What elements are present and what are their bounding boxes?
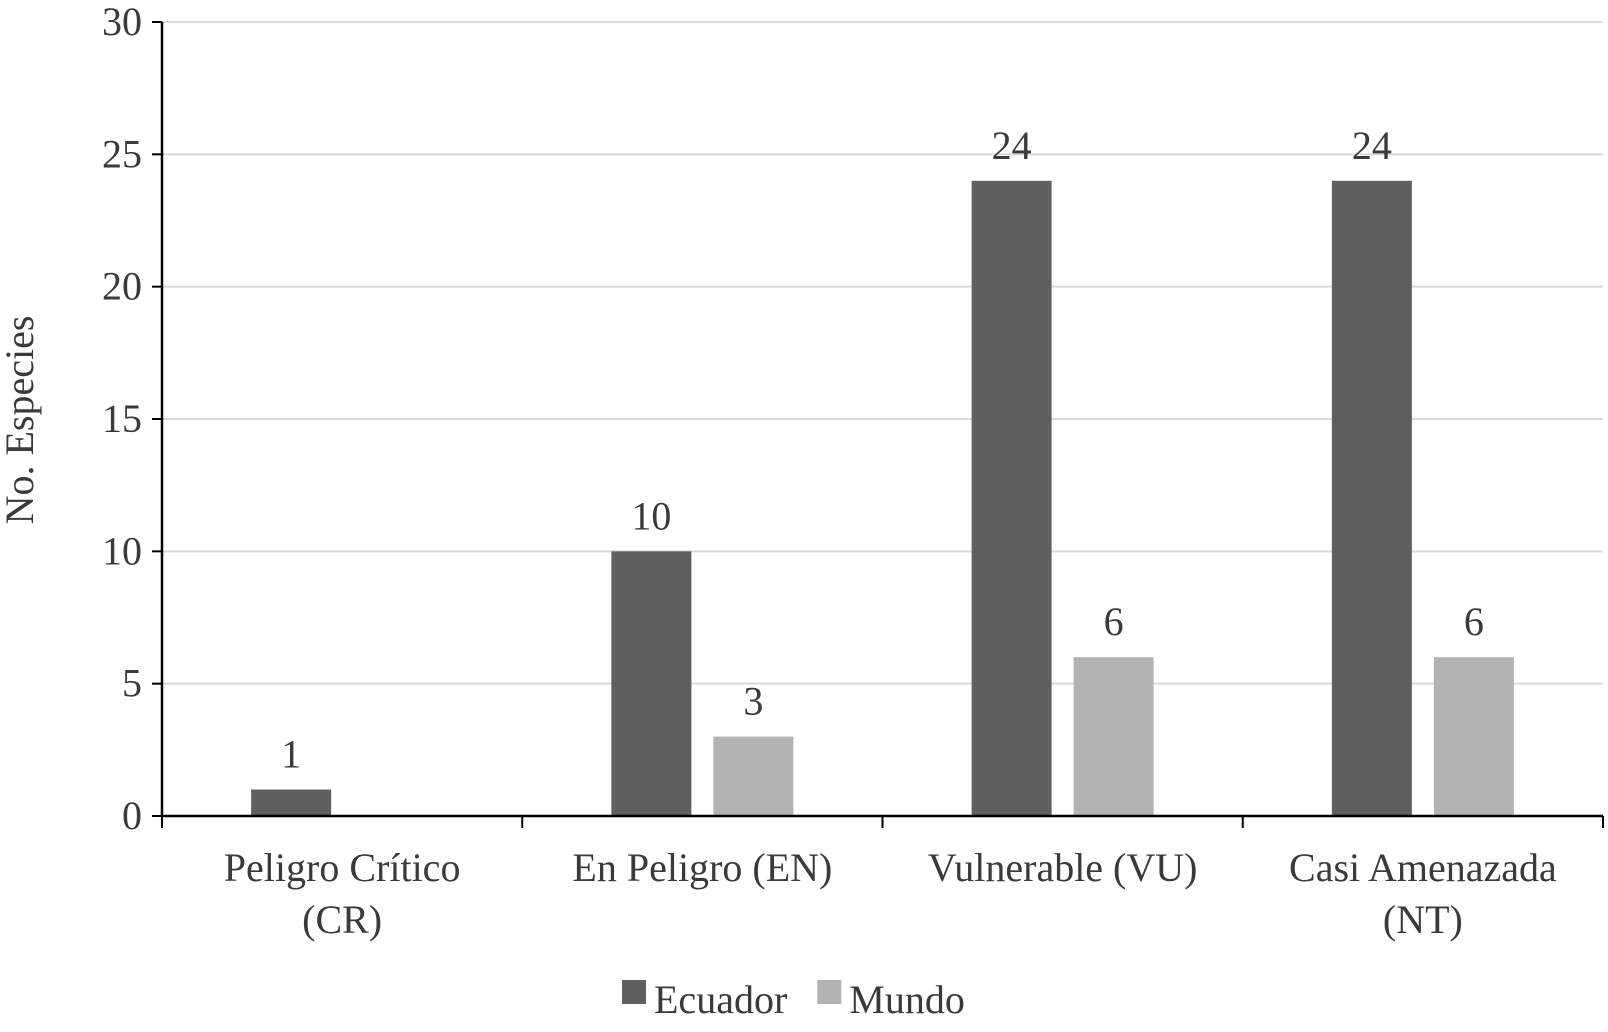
bar-ecuador bbox=[1331, 180, 1412, 817]
legend: Ecuador Mundo bbox=[622, 977, 965, 1022]
labels: 0 5 10 15 20 25 30 1 Peligro Crítico (CR) 10 3 En Pe… bbox=[102, 0, 1557, 942]
legend-label-mundo: Mundo bbox=[849, 977, 965, 1022]
category-label: Casi Amenazada (NT) bbox=[1289, 845, 1557, 942]
category-label: En Peligro (EN) bbox=[572, 845, 832, 890]
bar-mundo bbox=[713, 736, 794, 816]
category-label: Vulnerable (VU) bbox=[928, 845, 1198, 890]
y-tick-label: 5 bbox=[122, 661, 142, 706]
data-label: 10 bbox=[631, 493, 671, 538]
data-label: 24 bbox=[992, 123, 1032, 168]
y-tick-label: 20 bbox=[102, 264, 142, 309]
category-label-line: Peligro Crítico bbox=[224, 845, 461, 890]
y-tick-label: 10 bbox=[102, 528, 142, 573]
category-label: Peligro Crítico (CR) bbox=[224, 845, 461, 942]
category-label-line: Casi Amenazada bbox=[1289, 845, 1557, 890]
category-label-line: (NT) bbox=[1383, 897, 1463, 942]
bars bbox=[251, 180, 1514, 817]
bar-ecuador bbox=[251, 789, 332, 816]
y-axis-title: No. Especies bbox=[0, 316, 42, 525]
category-label-line: En Peligro (EN) bbox=[572, 845, 832, 890]
bar-ecuador bbox=[611, 551, 692, 816]
y-tick-label: 30 bbox=[102, 0, 142, 44]
bar-mundo bbox=[1433, 657, 1514, 816]
category-label-line: (CR) bbox=[302, 897, 382, 942]
legend-swatch-mundo bbox=[817, 980, 842, 1004]
data-label: 24 bbox=[1352, 123, 1392, 168]
axes bbox=[152, 21, 1604, 828]
bar-mundo bbox=[1073, 657, 1154, 816]
y-tick-label: 15 bbox=[102, 396, 142, 441]
legend-label-ecuador: Ecuador bbox=[654, 977, 787, 1022]
data-label: 6 bbox=[1464, 599, 1484, 644]
bar-ecuador bbox=[971, 180, 1052, 817]
data-label: 1 bbox=[281, 732, 301, 777]
legend-swatch-ecuador bbox=[622, 980, 646, 1004]
y-tick-label: 25 bbox=[102, 131, 142, 176]
data-label: 6 bbox=[1104, 599, 1124, 644]
data-label: 3 bbox=[743, 679, 763, 724]
y-tick-label: 0 bbox=[122, 793, 142, 838]
category-label-line: Vulnerable (VU) bbox=[928, 845, 1198, 890]
